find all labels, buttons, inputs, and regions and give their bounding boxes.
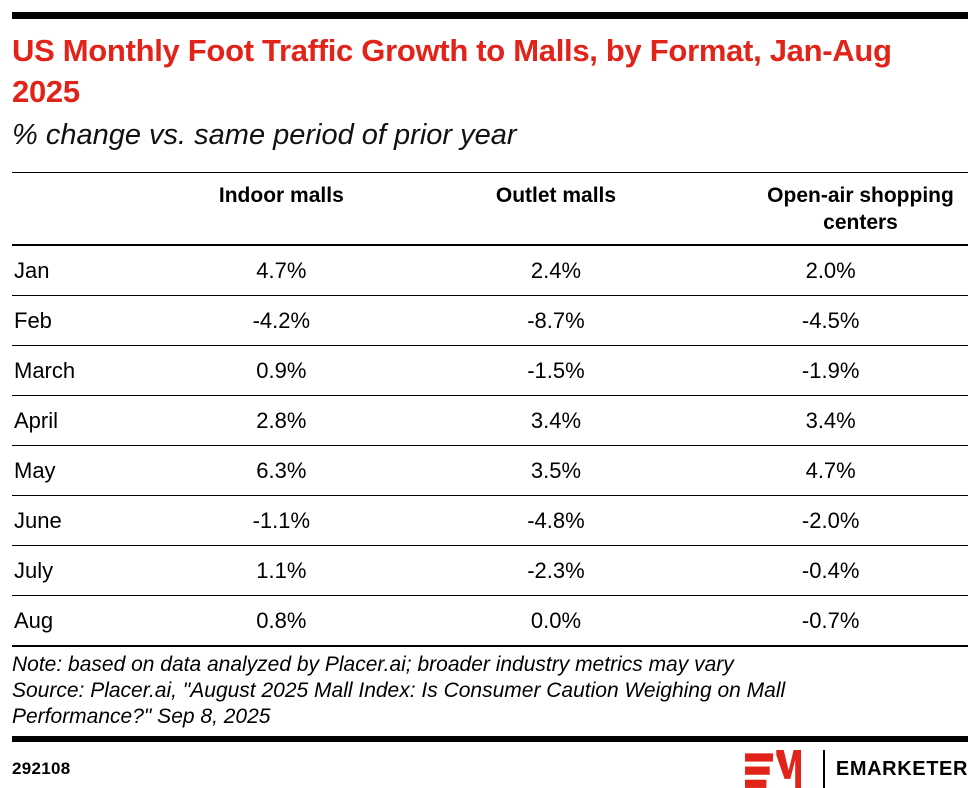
- value-cell: 0.8%: [144, 595, 419, 646]
- table-row: May 6.3% 3.5% 4.7%: [12, 445, 968, 496]
- emarketer-logo: EMARKETER: [744, 750, 968, 788]
- value-cell: -2.3%: [418, 545, 694, 596]
- footer: 292108 EMARKETER: [12, 750, 968, 788]
- value-cell: -4.8%: [418, 495, 694, 546]
- table-row: March 0.9% -1.5% -1.9%: [12, 345, 968, 396]
- column-header-label: Open-air shopping centers: [767, 184, 954, 234]
- table-row: Aug 0.8% 0.0% -0.7%: [12, 595, 968, 646]
- value-cell: -0.7%: [693, 595, 968, 646]
- page-title: US Monthly Foot Traffic Growth to Malls,…: [12, 33, 892, 109]
- table-row: July 1.1% -2.3% -0.4%: [12, 545, 968, 596]
- value-cell: 2.8%: [144, 395, 419, 446]
- value-cell: 4.7%: [693, 445, 968, 496]
- value-cell: 2.0%: [805, 257, 856, 283]
- column-header: Open-air shopping centers: [693, 172, 968, 246]
- logo-divider: [822, 750, 825, 788]
- value-cell: -4.5%: [693, 295, 968, 346]
- source-text: Source: Placer.ai, "August 2025 Mall Ind…: [12, 679, 786, 728]
- value-cell: -1.5%: [418, 345, 694, 396]
- brand-name: EMARKETER: [835, 757, 968, 780]
- data-table: Indoor malls Outlet malls Open-air shoppin…: [12, 172, 968, 647]
- value-cell: -0.4%: [693, 545, 968, 596]
- month-label: May: [12, 445, 144, 496]
- month-label: Feb: [12, 295, 144, 346]
- table-row: April 2.8% 3.4% 3.4%: [12, 395, 968, 446]
- table-row: Feb -4.2% -8.7% -4.5%: [12, 295, 968, 346]
- footnotes: Note: based on data analyzed by Placer.a…: [12, 652, 872, 730]
- value-cell: -1.1%: [144, 495, 419, 546]
- value-cell: -4.2%: [144, 295, 419, 346]
- month-label: Aug: [12, 595, 144, 646]
- page-subtitle: % change vs. same period of prior year: [12, 119, 517, 151]
- bottom-rule-bar: [12, 736, 968, 742]
- value-cell: -1.9%: [693, 345, 968, 396]
- table-row: Jan 4.7% 2.4% 2.0%: [12, 245, 968, 296]
- value-cell: 4.7%: [256, 257, 307, 283]
- column-header: Indoor malls: [144, 172, 419, 246]
- month-label: March: [12, 345, 144, 396]
- note-text: Note: based on data analyzed by Placer.a…: [12, 653, 734, 676]
- value-cell: 2.4%: [530, 257, 582, 283]
- month-label: July: [12, 545, 144, 596]
- month-label: Jan: [14, 257, 50, 283]
- value-cell: 1.1%: [144, 545, 419, 596]
- month-label: April: [12, 395, 144, 446]
- value-cell: 3.5%: [418, 445, 694, 496]
- top-rule-bar: [12, 12, 968, 19]
- value-cell: 3.4%: [693, 395, 968, 446]
- column-header: Outlet malls: [418, 172, 694, 246]
- value-cell: -8.7%: [418, 295, 694, 346]
- value-cell: 0.9%: [144, 345, 419, 396]
- table-body: Jan 4.7% 2.4% 2.0% Feb -4.2% -8.7% -4.5% March 0.…: [12, 245, 968, 646]
- em-logo-icon: [744, 750, 801, 788]
- value-cell: 3.4%: [418, 395, 694, 446]
- month-label: June: [12, 495, 144, 546]
- table-header-row: Indoor malls Outlet malls Open-air shoppin…: [12, 172, 968, 246]
- value-cell: 6.3%: [144, 445, 419, 496]
- table-head: Indoor malls Outlet malls Open-air shoppin…: [12, 172, 968, 246]
- chart-id: 292108: [12, 759, 71, 778]
- value-cell: -2.0%: [693, 495, 968, 546]
- value-cell: 0.0%: [418, 595, 694, 646]
- table-row: June -1.1% -4.8% -2.0%: [12, 495, 968, 546]
- month-column-header: [12, 172, 144, 246]
